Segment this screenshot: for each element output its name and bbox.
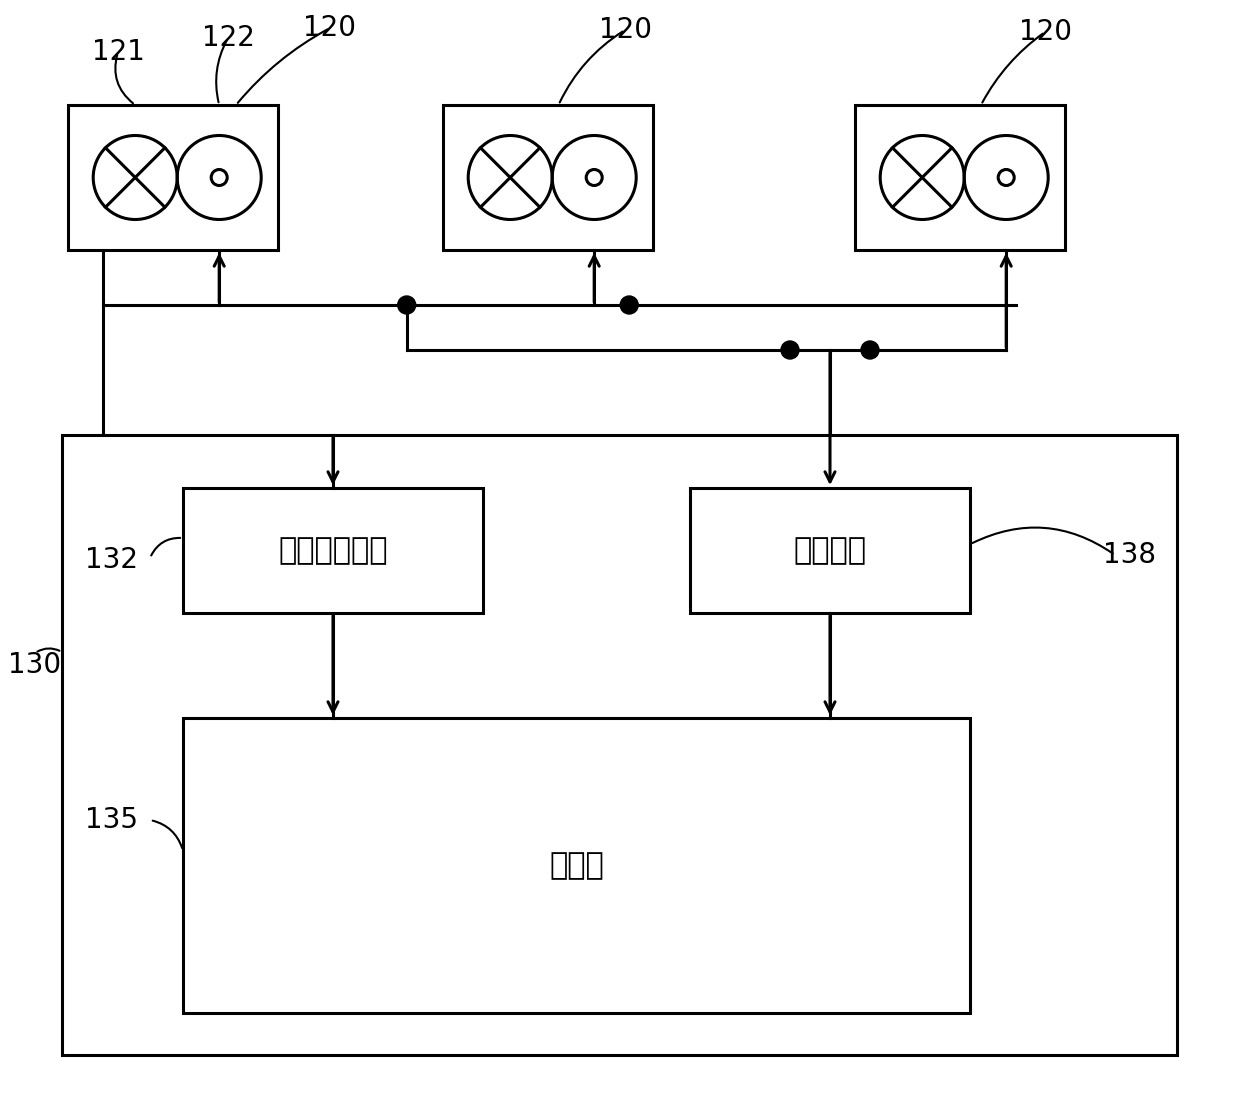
Text: 控制单元: 控制单元 [794,537,867,565]
Circle shape [781,341,799,359]
Bar [68,105,278,250]
Text: 132: 132 [86,546,139,574]
Bar [689,488,970,613]
Bar [856,105,1065,250]
Circle shape [861,341,879,359]
Bar [184,718,970,1013]
Text: 135: 135 [86,806,139,834]
Circle shape [620,296,639,314]
Text: 121: 121 [92,38,144,66]
Text: 处理器: 处理器 [549,851,604,880]
Text: 信号接收单元: 信号接收单元 [278,537,388,565]
Bar [184,488,484,613]
Text: 122: 122 [202,24,254,52]
Circle shape [398,296,415,314]
Text: 130: 130 [9,651,62,679]
Bar [443,105,653,250]
Text: 120: 120 [599,15,651,44]
Text: 120: 120 [1018,18,1071,46]
Text: 120: 120 [304,14,357,42]
Text: 138: 138 [1104,541,1157,569]
Bar [62,435,1177,1055]
